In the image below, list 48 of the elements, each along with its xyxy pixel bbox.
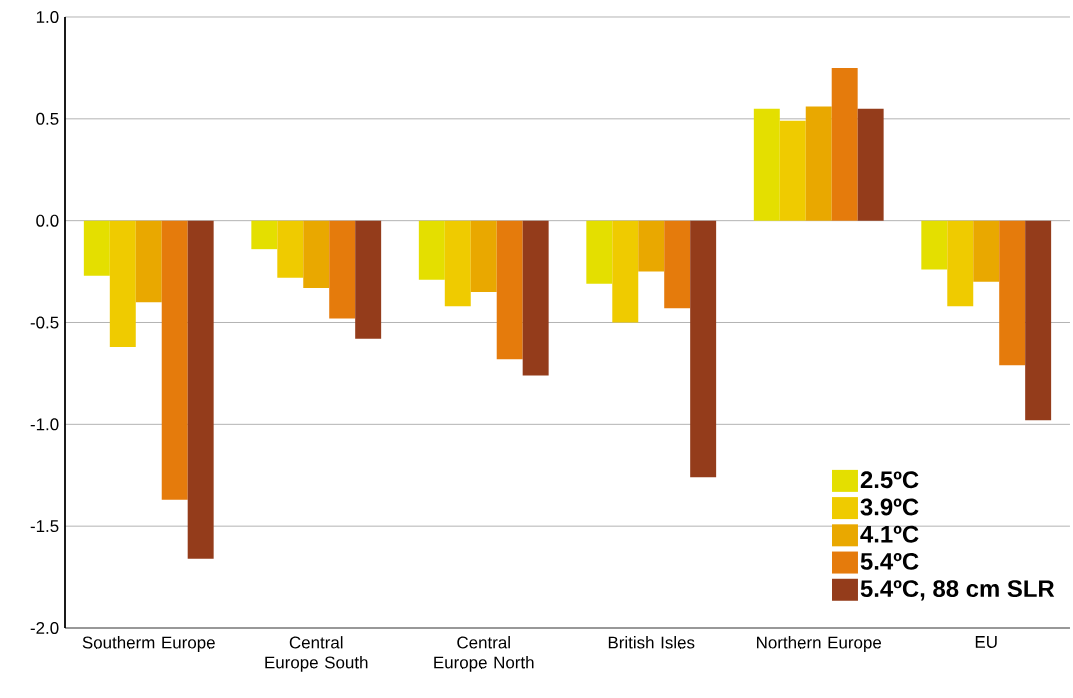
bar [109, 220, 136, 347]
bar [586, 220, 613, 284]
bar [161, 220, 188, 500]
bar [921, 220, 948, 270]
bar [1025, 220, 1052, 421]
bar [638, 220, 665, 272]
y-tick-label: 1.0 [36, 11, 59, 23]
bar [664, 220, 691, 309]
legend-label: 2.5ºC [860, 471, 919, 489]
bar [329, 220, 356, 319]
bar [753, 108, 780, 221]
bar [355, 220, 382, 339]
y-tick-label: -1.0 [30, 418, 59, 431]
bar [470, 220, 497, 292]
bar [690, 220, 717, 478]
bar [444, 220, 471, 307]
bar [496, 220, 523, 360]
bar [418, 220, 445, 280]
y-tick-label: 0.5 [36, 112, 59, 125]
bar [779, 120, 806, 221]
y-tick-label: 0.0 [36, 214, 59, 227]
bar [83, 220, 110, 276]
bar [999, 220, 1026, 366]
bar [303, 220, 330, 288]
bar [277, 220, 304, 278]
x-tick-label: British Isles [608, 636, 695, 649]
bar [187, 220, 214, 559]
x-tick-label: Northern Europe [757, 636, 882, 652]
bar [805, 106, 832, 221]
x-tick-label: Southerm Europe [82, 636, 215, 652]
legend-label: 4.1ºC [860, 525, 919, 543]
bar [522, 220, 549, 376]
x-tick-label: Central Europe South [265, 636, 368, 672]
x-tick-label: Central Europe North [434, 636, 534, 672]
y-tick-label: -0.5 [30, 316, 59, 329]
bar [947, 220, 974, 307]
y-tick-label: -1.5 [30, 520, 59, 533]
x-tick-label: EU [975, 636, 997, 648]
legend-label: 3.9ºC [860, 498, 919, 516]
bar [135, 220, 162, 303]
bar [973, 220, 1000, 282]
bar [251, 220, 278, 250]
bar [612, 220, 639, 323]
legend-label: 5.4ºC [860, 552, 919, 570]
y-tick-label: -2.0 [30, 622, 59, 634]
bar [857, 108, 884, 221]
bar [831, 67, 858, 221]
legend-label: 5.4ºC, 88 cm SLR [860, 580, 1055, 601]
